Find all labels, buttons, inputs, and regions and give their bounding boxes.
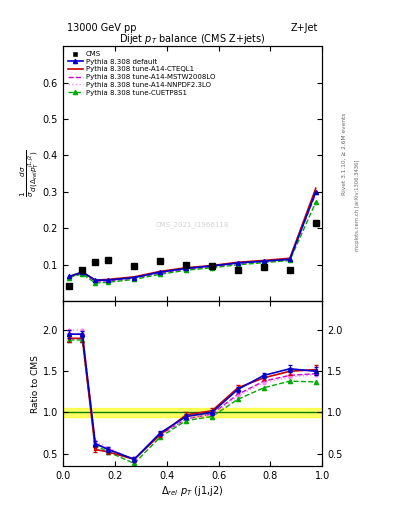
Legend: CMS, Pythia 8.308 default, Pythia 8.308 tune-A14-CTEQL1, Pythia 8.308 tune-A14-M: CMS, Pythia 8.308 default, Pythia 8.308 … <box>66 49 217 98</box>
Text: Rivet 3.1.10, ≥ 2.6M events: Rivet 3.1.10, ≥ 2.6M events <box>342 113 346 195</box>
Bar <box>63 408 322 417</box>
Y-axis label: $\frac{1}{\sigma}\frac{d\sigma}{d(\Delta_{rel}p_T^{j1,j2})}$: $\frac{1}{\sigma}\frac{d\sigma}{d(\Delta… <box>19 150 41 197</box>
X-axis label: $\Delta_{rel}$ $p_T$ (j1,j2): $\Delta_{rel}$ $p_T$ (j1,j2) <box>162 483 224 498</box>
Text: 13000 GeV pp: 13000 GeV pp <box>67 23 136 33</box>
Text: Z+Jet: Z+Jet <box>291 23 318 33</box>
Text: CMS_2021_I1966118: CMS_2021_I1966118 <box>156 221 229 228</box>
Title: Dijet $p_T$ balance (CMS Z+jets): Dijet $p_T$ balance (CMS Z+jets) <box>119 32 266 46</box>
Y-axis label: Ratio to CMS: Ratio to CMS <box>31 355 40 413</box>
Text: mcplots.cern.ch [arXiv:1306.3436]: mcplots.cern.ch [arXiv:1306.3436] <box>355 159 360 250</box>
